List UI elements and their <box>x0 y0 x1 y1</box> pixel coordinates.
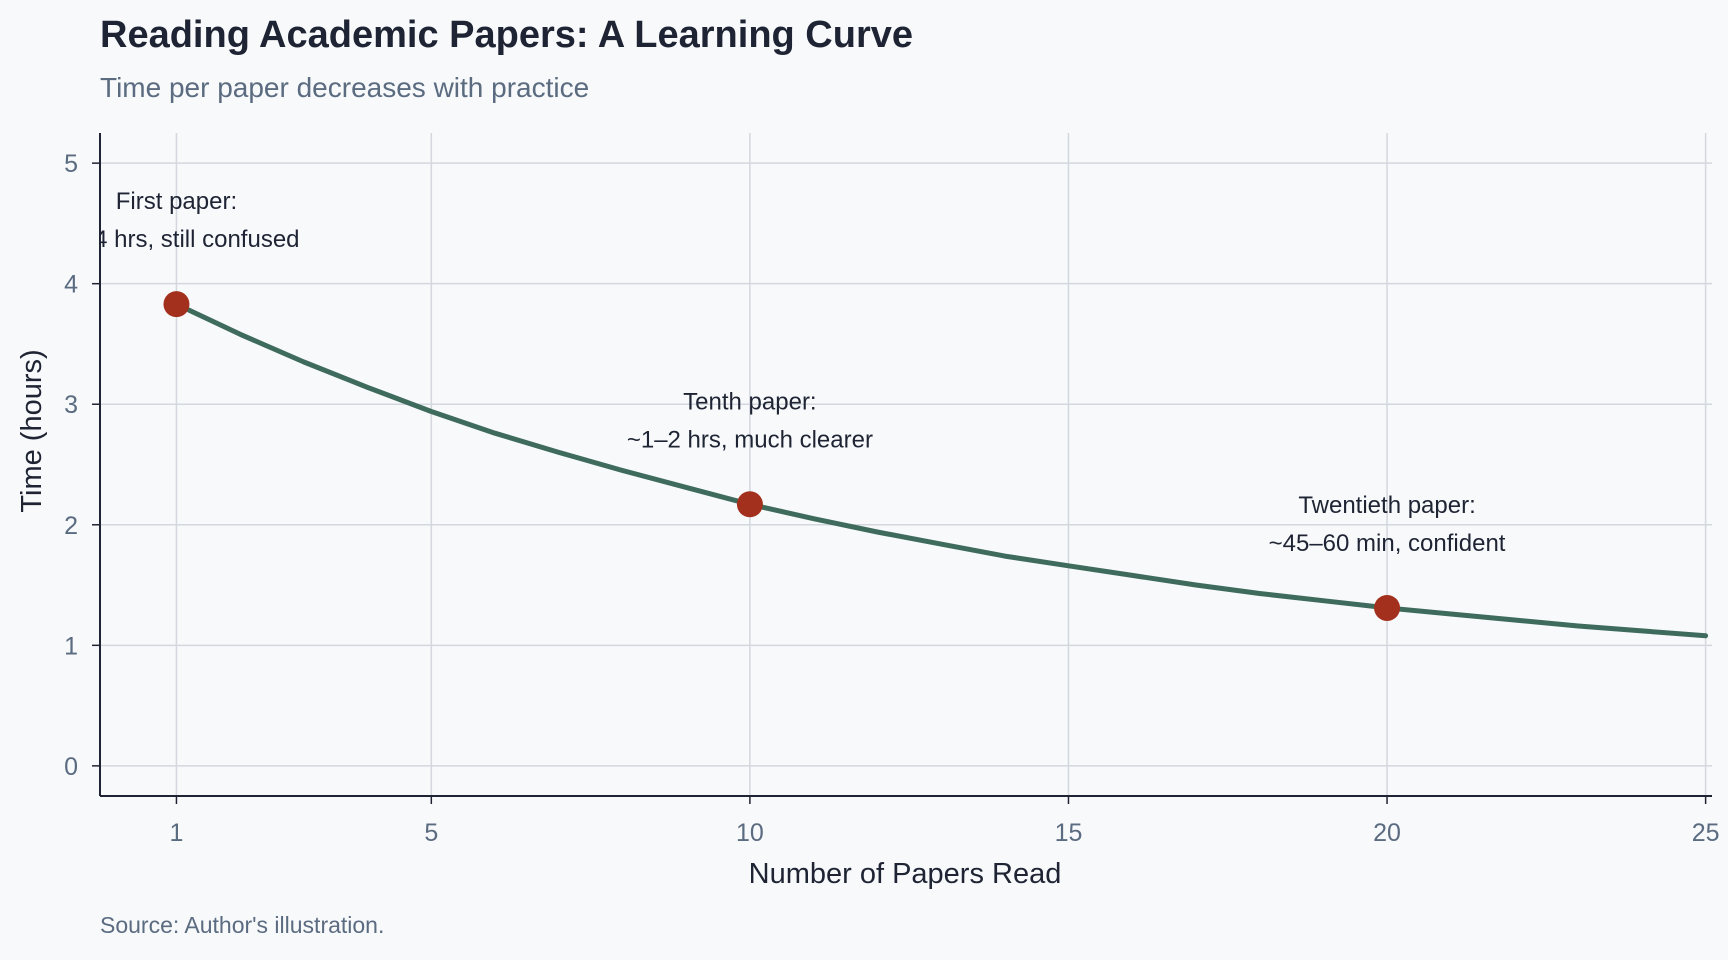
x-tick-label: 1 <box>170 819 184 847</box>
annotation-label: Tenth paper: <box>683 388 816 415</box>
x-tick-label: 25 <box>1692 819 1720 847</box>
series <box>174 301 1709 639</box>
grid-lines <box>100 133 1712 796</box>
source-note: Source: Author's illustration. <box>100 912 385 938</box>
axes <box>92 133 1712 804</box>
y-tick-label: 2 <box>64 512 78 540</box>
x-tick-label: 5 <box>424 819 438 847</box>
annotation-label: Twentieth paper: <box>1298 492 1475 519</box>
x-tick-label: 20 <box>1373 819 1401 847</box>
highlight-point <box>736 491 763 518</box>
highlight-point <box>163 291 190 318</box>
annotation-label: ~45–60 min, confident <box>1269 530 1506 557</box>
y-tick-label: 5 <box>64 150 78 178</box>
annotation-label: First paper: <box>116 188 237 215</box>
highlight-point <box>1374 594 1401 621</box>
annotations: First paper: ~3–4 hrs, still confused Tent… <box>53 188 1506 557</box>
chart-title: Reading Academic Papers: A Learning Curv… <box>100 14 914 56</box>
annotation-label: ~3–4 hrs, still confused <box>53 226 299 253</box>
learning-curve-line <box>174 301 1709 639</box>
y-tick-label: 3 <box>64 391 78 419</box>
y-tick-label: 0 <box>64 753 78 781</box>
annotation-label: ~1–2 hrs, much clearer <box>627 426 873 453</box>
highlight-markers <box>163 291 1401 621</box>
y-tick-label: 4 <box>64 271 78 299</box>
x-tick-label: 15 <box>1055 819 1083 847</box>
y-axis-title: Time (hours) <box>16 349 48 512</box>
y-tick-label: 1 <box>64 632 78 660</box>
chart-subtitle: Time per paper decreases with practice <box>100 72 590 103</box>
x-axis-title: Number of Papers Read <box>749 858 1062 890</box>
x-tick-label: 10 <box>736 819 764 847</box>
